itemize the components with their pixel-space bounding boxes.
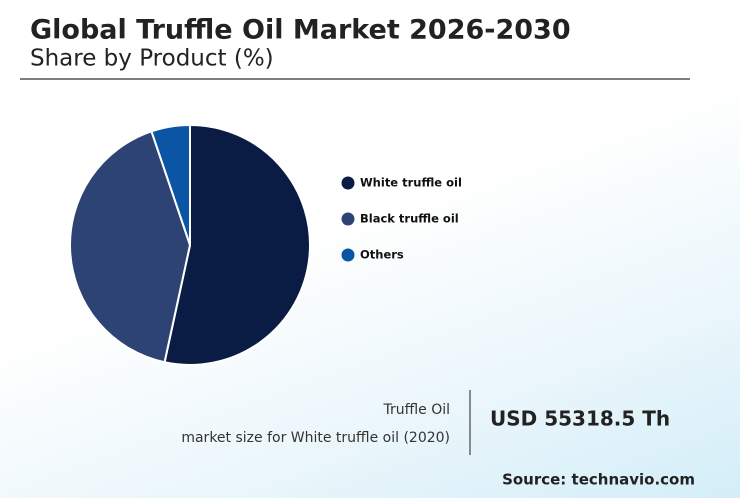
summary-product: Truffle Oil: [382, 402, 450, 418]
pie-slice: [163, 123, 311, 366]
chart-subtitle: Share by Product (%): [30, 46, 274, 72]
legend-marker: [341, 176, 355, 190]
legend-marker: [341, 212, 355, 226]
pie-slice: [150, 123, 191, 246]
source: Source: technavio.com: [502, 471, 695, 489]
chart-title: Global Truffle Oil Market 2026-2030: [30, 15, 571, 46]
summary-description: market size for White truffle oil (2020): [181, 430, 450, 446]
legend-marker: [341, 248, 355, 262]
summary-value: USD 55318.5 Th: [490, 407, 670, 431]
legend-label: Others: [360, 248, 404, 262]
legend-label: White truffle oil: [360, 176, 462, 190]
pie-slice: [69, 130, 192, 364]
legend-label: Black truffle oil: [360, 212, 459, 226]
